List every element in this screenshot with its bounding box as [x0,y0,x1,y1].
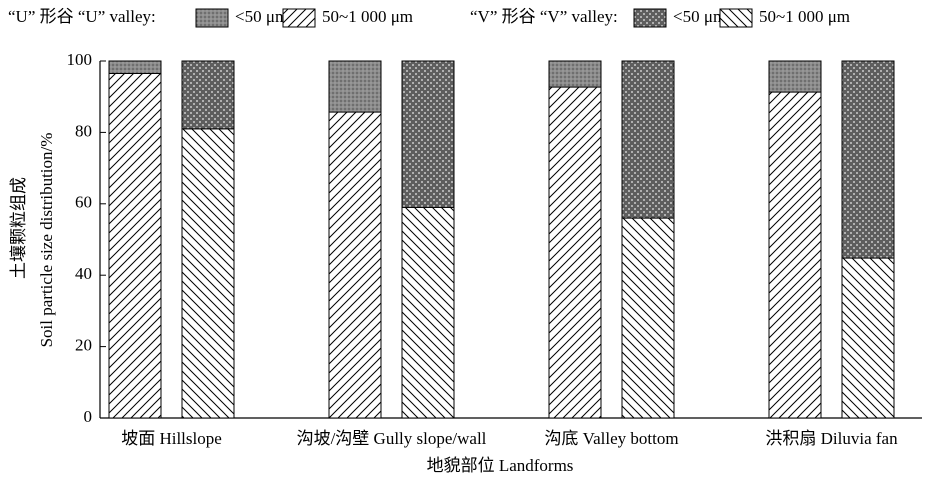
y-tick-label: 100 [67,50,93,69]
bar-segment [328,60,382,113]
legend-label: <50 μm [673,7,726,26]
y-axis-label: 土壤颗粒组成 [8,177,28,279]
bar-segment [181,128,235,419]
bar-segment [841,60,895,259]
bar-segment [548,60,602,88]
y-tick-label: 0 [84,407,93,426]
bar-segment [401,206,455,419]
y-tick-label: 20 [75,336,92,355]
x-tick-label: 坡面 Hillslope [121,429,222,448]
bar-segment [181,60,235,130]
bar-segment [621,217,675,419]
legend-label: 50~1 000 μm [322,7,413,26]
y-tick-label: 40 [75,264,92,283]
y-tick-label: 80 [75,121,92,140]
bar-segment [108,72,162,419]
bar-segment [621,60,675,219]
legend-swatch [282,8,316,28]
y-tick-label: 60 [75,193,92,212]
bar-segment [841,257,895,419]
bar-segment [401,60,455,208]
y-axis-label: Soil particle size distribution/% [37,133,56,348]
bar-segment [108,60,162,74]
legend-group-label: “U” 形谷 “U” valley: [8,7,156,26]
x-axis-label: 地貌部位 Landforms [427,456,574,475]
legend-swatch [719,8,753,28]
x-tick-label: 沟坡/沟壁 Gully slope/wall [297,429,487,448]
bar-segment [768,60,822,93]
legend-label: 50~1 000 μm [759,7,850,26]
x-tick-label: 沟底 Valley bottom [544,429,678,448]
legend-label: <50 μm [235,7,288,26]
legend-group-label: “V” 形谷 “V” valley: [470,7,618,26]
bar-segment [768,91,822,419]
legend-swatch [195,8,229,28]
x-tick-label: 洪积扇 Diluvia fan [765,429,898,448]
legend-swatch [633,8,667,28]
bar-segment [328,111,382,419]
bar-segment [548,86,602,419]
